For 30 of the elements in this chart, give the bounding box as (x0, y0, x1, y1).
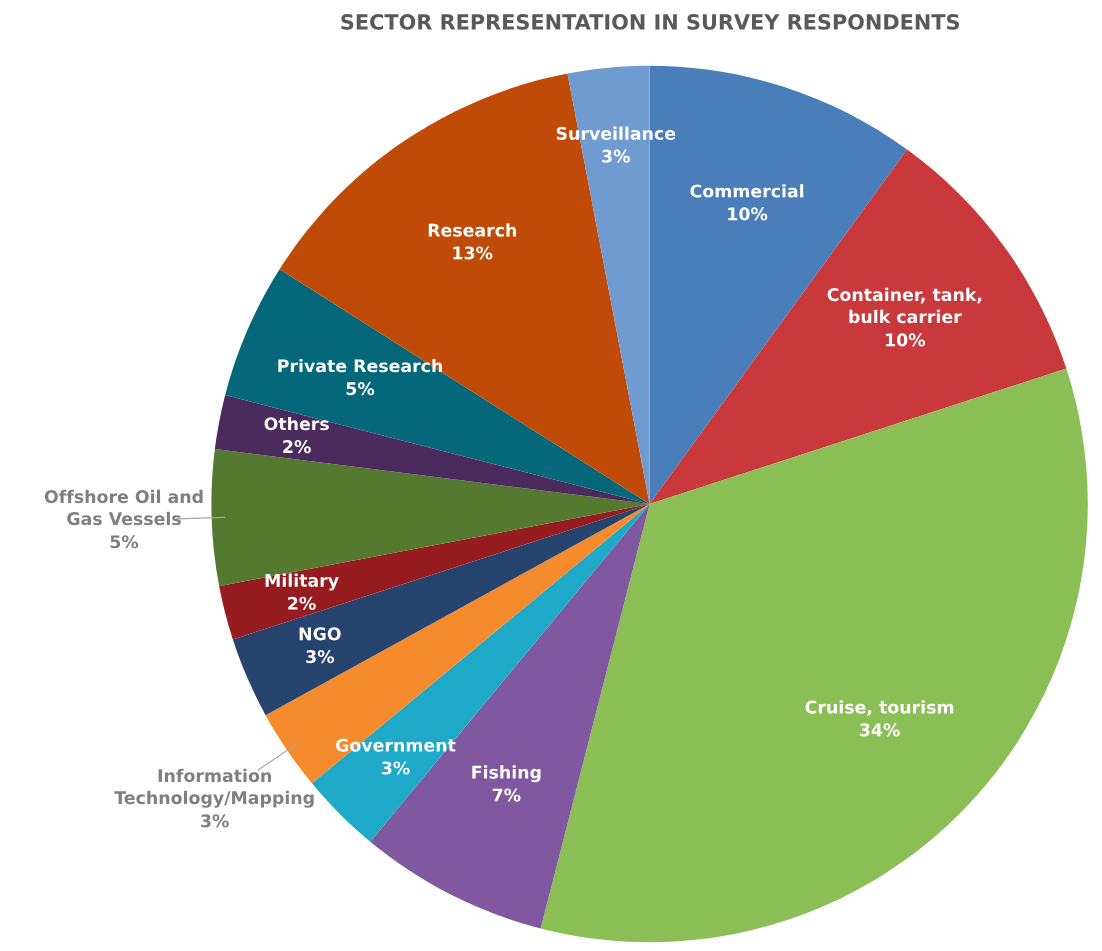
slice-label: Cruise, tourism (805, 700, 954, 716)
pie-slice (225, 269, 650, 505)
chart-title: SECTOR REPRESENTATION IN SURVEY RESPONDENTS (341, 14, 959, 30)
slice-label: Others (264, 416, 329, 431)
data-label: 2% (283, 440, 311, 454)
data-label: 13% (453, 246, 493, 260)
pie-slice (219, 504, 650, 640)
data-label: 34% (859, 723, 900, 737)
data-label: 10% (728, 207, 768, 221)
slice-label: Research (428, 223, 516, 237)
pie-slice (232, 504, 650, 716)
slice-label: Container, tank, bulk carrier (827, 287, 982, 324)
slice-label: Commercial (690, 184, 804, 198)
slice-label: NGO (299, 627, 341, 641)
pie-slice (540, 368, 1088, 943)
data-label: 7% (492, 788, 521, 802)
data-label: 5% (346, 382, 375, 396)
pie-slice (649, 149, 1067, 505)
data-label: 3% (602, 149, 630, 163)
slice-label: Information Technology/Mapping (114, 768, 314, 808)
slice-label: Military (265, 573, 339, 591)
data-label: 10% (886, 333, 926, 347)
pie-slice (214, 395, 650, 505)
data-label: 3% (306, 650, 335, 664)
data-label: 5% (110, 535, 139, 549)
slice-label: Fishing (472, 765, 541, 783)
data-label: 3% (381, 761, 410, 775)
data-label: 2% (288, 596, 316, 610)
data-label: 3% (201, 814, 229, 828)
slice-label: Offshore Oil and Gas Vessels (44, 489, 203, 526)
